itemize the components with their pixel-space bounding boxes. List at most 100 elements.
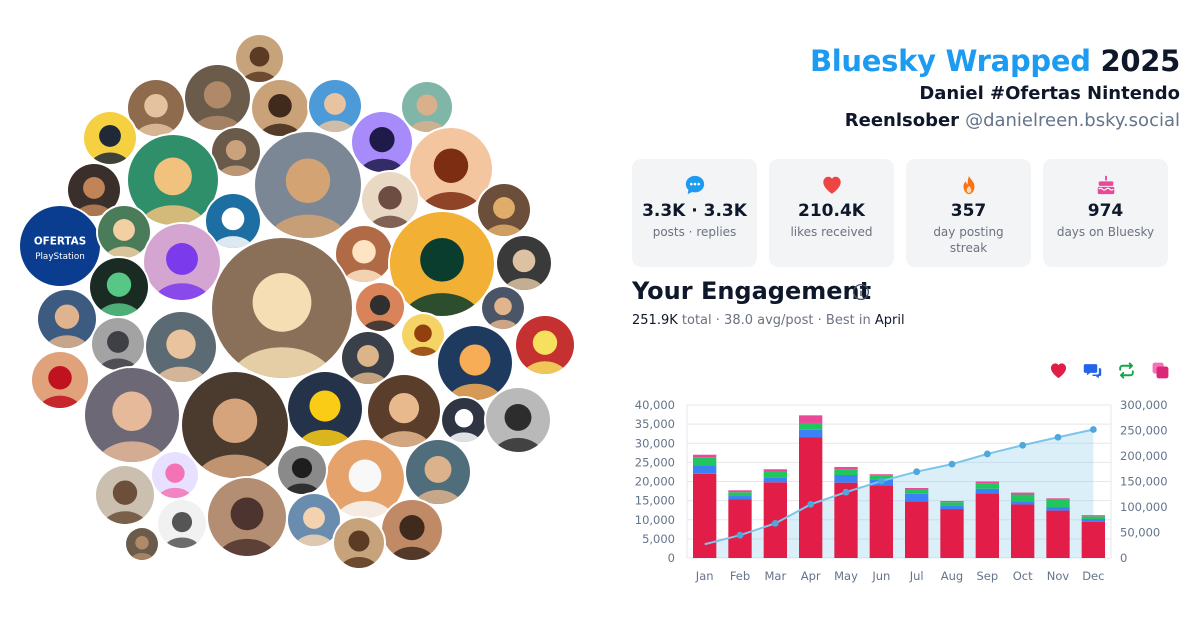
avatar[interactable] [32, 352, 88, 408]
bar-segment[interactable] [1011, 501, 1035, 505]
bar-segment[interactable] [799, 415, 823, 423]
avatar[interactable] [68, 164, 120, 216]
avatar[interactable] [356, 283, 404, 331]
cumulative-point[interactable] [771, 519, 779, 527]
bar-segment[interactable] [763, 469, 787, 472]
avatar[interactable] [208, 478, 286, 556]
cumulative-point[interactable] [877, 477, 885, 485]
bar-segment[interactable] [799, 429, 823, 438]
bar-segment[interactable] [1046, 499, 1070, 508]
avatar[interactable] [212, 238, 352, 378]
avatar[interactable] [146, 312, 216, 382]
bar-segment[interactable] [693, 465, 717, 474]
handle[interactable]: @danielreen.bsky.social [965, 110, 1180, 131]
avatar-ofertas-playstation[interactable]: OFERTAS PlayStation [20, 206, 100, 286]
avatar[interactable] [334, 518, 384, 568]
avatar[interactable] [406, 440, 470, 504]
cumulative-point[interactable] [1054, 433, 1062, 441]
bar-segment[interactable] [693, 473, 717, 558]
bar-segment[interactable] [940, 501, 964, 503]
cumulative-point[interactable] [913, 468, 921, 476]
cumulative-point[interactable] [736, 531, 744, 539]
bar-segment[interactable] [975, 488, 999, 494]
avatar[interactable] [90, 258, 148, 316]
bar-segment[interactable] [834, 474, 858, 483]
avatar[interactable] [352, 112, 412, 172]
avatar[interactable] [402, 314, 444, 356]
avatar[interactable] [336, 226, 392, 282]
bar-segment[interactable] [693, 457, 717, 466]
info-icon[interactable] [852, 283, 870, 301]
avatar[interactable] [362, 172, 418, 228]
bar-segment[interactable] [834, 469, 858, 475]
replies-toggle[interactable] [1083, 361, 1102, 380]
avatar[interactable] [84, 112, 136, 164]
bar-segment[interactable] [834, 466, 858, 470]
bar-segment[interactable] [975, 493, 999, 558]
bar-segment[interactable] [763, 471, 787, 478]
avatar[interactable] [128, 135, 218, 225]
bar-segment[interactable] [728, 499, 752, 558]
bar-segment[interactable] [1011, 494, 1035, 502]
bar-segment[interactable] [905, 488, 929, 490]
avatar[interactable] [368, 375, 440, 447]
avatar[interactable] [206, 194, 260, 248]
bar-segment[interactable] [1046, 507, 1070, 511]
avatar[interactable] [152, 452, 198, 498]
avatar[interactable] [98, 206, 150, 258]
avatar[interactable] [128, 80, 184, 136]
avatar[interactable] [478, 184, 530, 236]
avatar[interactable] [278, 446, 326, 494]
reposts-toggle[interactable] [1117, 361, 1136, 380]
bar-segment[interactable] [1081, 518, 1105, 522]
avatar[interactable] [38, 290, 96, 348]
bar-segment[interactable] [834, 482, 858, 558]
bar-segment[interactable] [799, 422, 823, 430]
avatar[interactable] [96, 466, 154, 524]
avatar[interactable] [402, 82, 452, 132]
avatar[interactable] [182, 372, 288, 478]
bar-segment[interactable] [763, 477, 787, 483]
avatar[interactable] [438, 326, 512, 400]
bar-segment[interactable] [869, 485, 893, 558]
avatar[interactable] [390, 212, 494, 316]
bar-segment[interactable] [799, 437, 823, 558]
bar-segment[interactable] [940, 505, 964, 510]
avatar[interactable] [92, 318, 144, 370]
avatar[interactable] [85, 368, 179, 462]
avatar[interactable] [288, 372, 362, 446]
cumulative-point[interactable] [842, 488, 850, 496]
likes-toggle[interactable] [1049, 361, 1068, 380]
bar-segment[interactable] [905, 501, 929, 558]
bar-segment[interactable] [1081, 515, 1105, 517]
bar-segment[interactable] [1081, 521, 1105, 558]
avatar[interactable] [144, 224, 220, 300]
avatar[interactable] [342, 332, 394, 384]
bar-segment[interactable] [1011, 504, 1035, 558]
bar-segment[interactable] [905, 493, 929, 502]
bar-segment[interactable] [940, 509, 964, 558]
bar-segment[interactable] [1046, 498, 1070, 500]
bar-segment[interactable] [693, 454, 717, 458]
avatar[interactable] [410, 128, 492, 210]
bar-segment[interactable] [1011, 492, 1035, 495]
avatar[interactable] [516, 316, 574, 374]
avatar[interactable] [482, 287, 524, 329]
bar-segment[interactable] [940, 502, 964, 506]
avatar[interactable] [236, 35, 283, 82]
avatar[interactable] [252, 80, 308, 136]
cumulative-point[interactable] [1089, 426, 1097, 433]
cumulative-point[interactable] [1019, 441, 1027, 449]
bar-segment[interactable] [1081, 516, 1105, 519]
cumulative-point[interactable] [807, 500, 815, 508]
avatar[interactable] [382, 500, 442, 560]
cumulative-point[interactable] [983, 450, 991, 458]
bar-segment[interactable] [975, 483, 999, 489]
avatar[interactable] [486, 388, 550, 452]
avatar[interactable] [185, 65, 250, 130]
avatar[interactable] [442, 398, 486, 442]
cumulative-point[interactable] [948, 460, 956, 468]
avatar[interactable] [497, 236, 551, 290]
bar-segment[interactable] [1046, 510, 1070, 558]
bar-segment[interactable] [728, 492, 752, 497]
